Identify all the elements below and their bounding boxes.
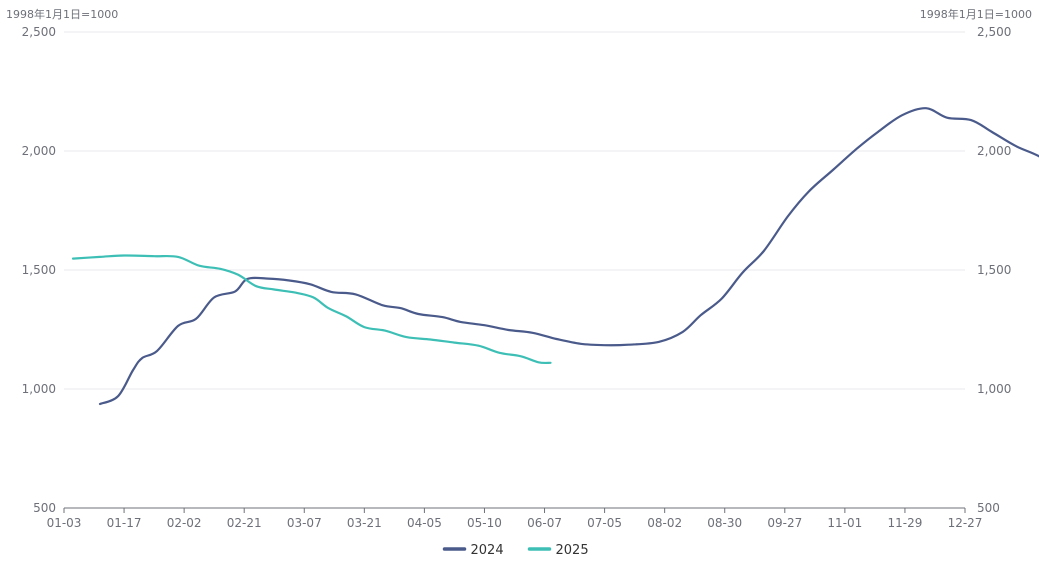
legend-item-2025[interactable]: 2025 <box>527 543 589 558</box>
grid-lines <box>64 31 965 390</box>
x-tick-label: 04-05 <box>407 516 442 530</box>
x-axis: 01-03 01-17 02-02 02-21 03-07 03-21 04-05 05-10… <box>47 507 983 530</box>
left-y-axis: 500 1,000 1,500 2,000 2,500 <box>22 25 56 515</box>
legend[interactable]: 2024 2025 <box>442 543 589 558</box>
x-tick-label: 08-02 <box>647 516 682 530</box>
series-line-2024 <box>98 107 1039 406</box>
series-line-2025 <box>71 254 552 365</box>
y-tick-label-right: 2,000 <box>977 144 1011 158</box>
y-tick-label-right: 2,500 <box>977 25 1011 39</box>
x-tick-label: 11-01 <box>827 516 862 530</box>
x-tick-label: 02-21 <box>227 516 262 530</box>
x-tick-label: 03-21 <box>347 516 382 530</box>
x-tick-label: 08-30 <box>707 516 742 530</box>
x-tick-label: 02-02 <box>167 516 202 530</box>
right-y-axis: 500 1,000 1,500 2,000 2,500 <box>977 25 1011 515</box>
x-tick-label: 07-05 <box>587 516 622 530</box>
x-tick-label: 01-03 <box>47 516 82 530</box>
y-tick-label-left: 500 <box>33 501 56 515</box>
legend-label: 2025 <box>556 543 589 558</box>
right-axis-unit: 1998年1月1日=1000 <box>920 7 1032 21</box>
legend-item-2024[interactable]: 2024 <box>442 543 504 558</box>
y-tick-label-left: 1,000 <box>22 382 56 396</box>
x-tick-label: 05-10 <box>467 516 502 530</box>
y-tick-label-left: 2,000 <box>22 144 56 158</box>
legend-label: 2024 <box>471 543 504 558</box>
y-tick-label-left: 1,500 <box>22 263 56 277</box>
x-tick-label: 11-29 <box>887 516 922 530</box>
left-axis-unit: 1998年1月1日=1000 <box>6 7 118 21</box>
x-tick-label: 09-27 <box>767 516 802 530</box>
y-tick-label-left: 2,500 <box>22 25 56 39</box>
x-tick-label: 01-17 <box>107 516 142 530</box>
y-tick-label-right: 1,000 <box>977 382 1011 396</box>
y-tick-label-right: 1,500 <box>977 263 1011 277</box>
x-tick-label: 12-27 <box>948 516 983 530</box>
x-tick-label: 06-07 <box>527 516 562 530</box>
y-tick-label-right: 500 <box>977 501 1000 515</box>
series-layer <box>71 107 1039 406</box>
x-tick-label: 03-07 <box>287 516 322 530</box>
